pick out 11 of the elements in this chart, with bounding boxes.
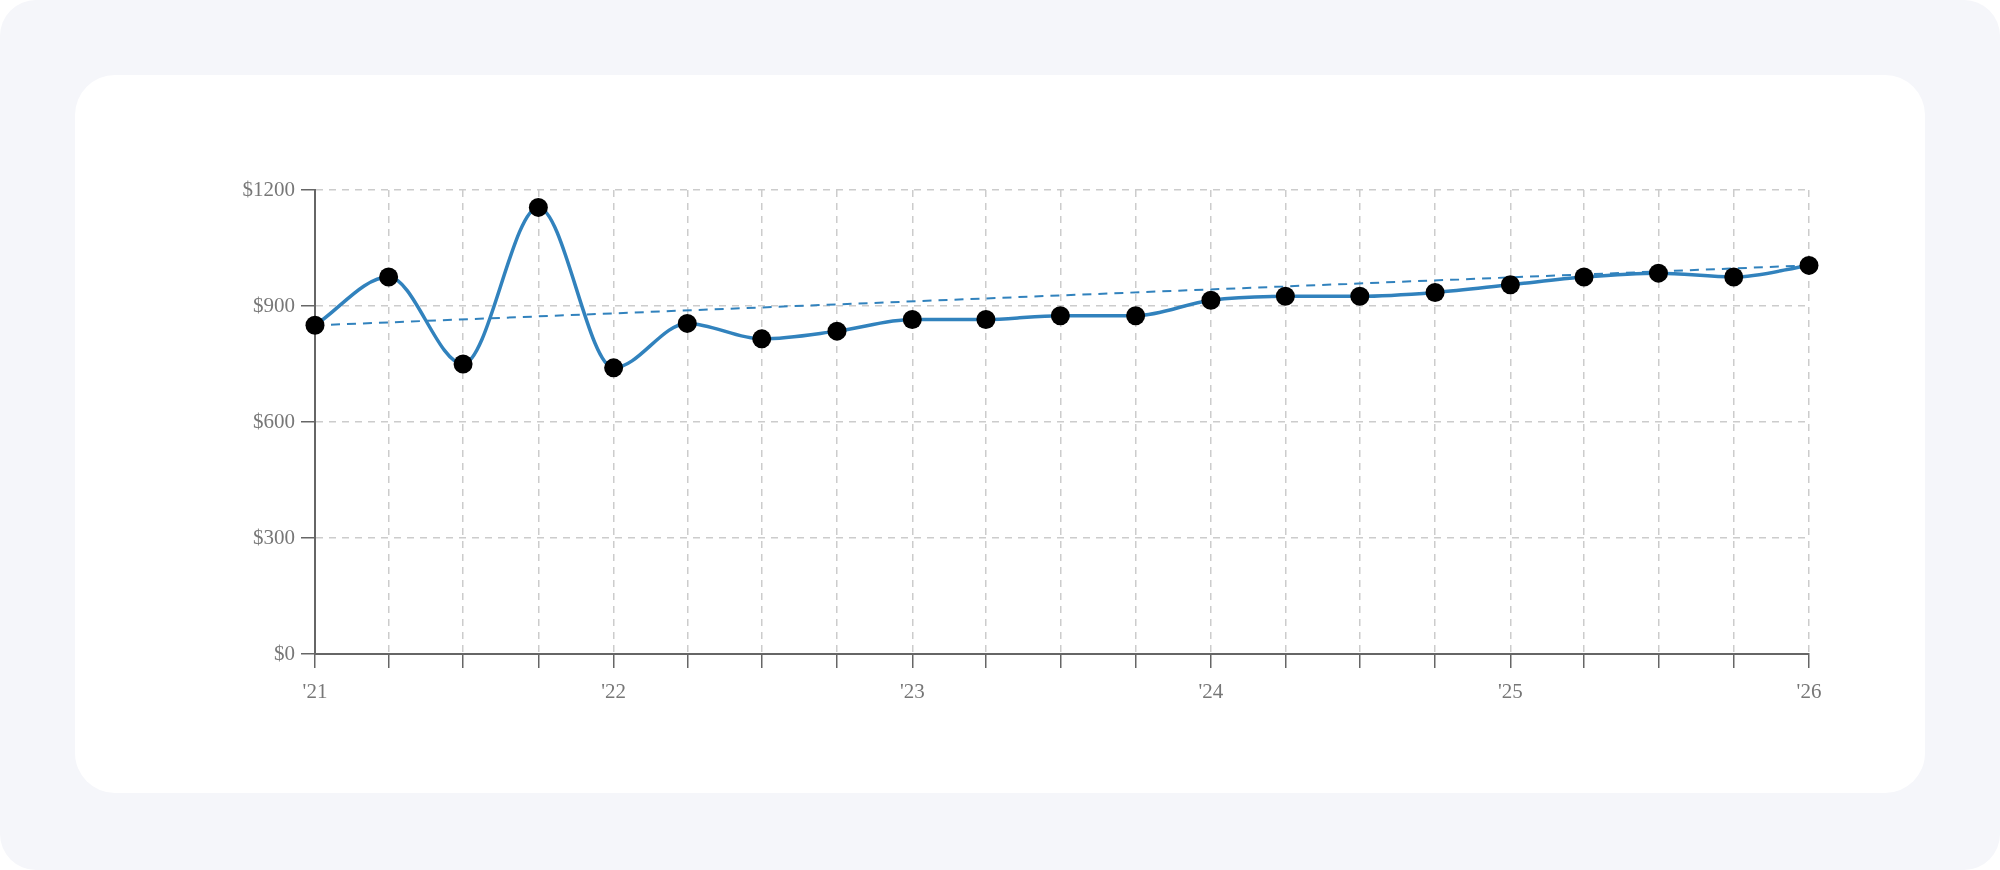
x-tick-label: '22	[601, 679, 627, 704]
x-tick-label: '23	[899, 679, 925, 704]
x-tick-label: '25	[1497, 679, 1523, 704]
y-tick-label: $1200	[242, 176, 295, 201]
y-tick-label: $900	[253, 292, 295, 317]
x-tick-label: '26	[1796, 679, 1822, 704]
y-tick-label: $300	[253, 524, 295, 549]
y-tick-label: $0	[274, 640, 295, 665]
x-tick-label: '24	[1198, 679, 1224, 704]
y-tick-label: $600	[253, 408, 295, 433]
x-tick-label: '21	[302, 679, 328, 704]
